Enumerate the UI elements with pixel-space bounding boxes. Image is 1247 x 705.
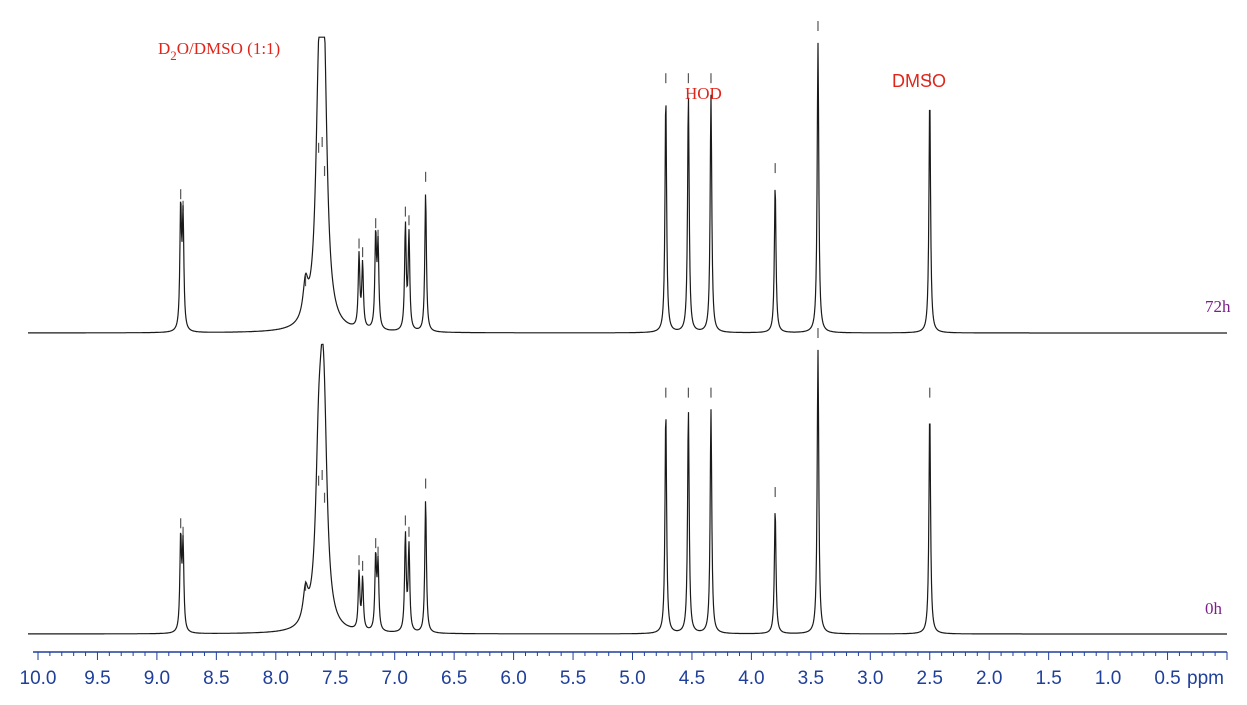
x-axis-tick-label: 4.0 — [738, 668, 764, 689]
x-axis-tick-labels: 10.0 9.5 9.0 8.5 8.0 7.5 7.0 6.5 6.0 5.5 5.0 4.5 4.0… — [20, 668, 1181, 689]
x-axis-unit-label: ppm — [1187, 668, 1224, 689]
peak-tick-marks — [180, 21, 931, 591]
x-axis-tick-label: 7.0 — [381, 668, 407, 689]
x-axis-tick-label: 5.0 — [619, 668, 645, 689]
x-axis-minor-ticks — [49, 652, 1216, 656]
x-axis-tick-label: 1.5 — [1035, 668, 1061, 689]
solvent-annotation-d: D — [158, 39, 170, 58]
x-axis-tick-label: 8.0 — [263, 668, 289, 689]
spectrum-traces — [28, 36, 1227, 635]
x-axis-tick-label: 3.5 — [798, 668, 824, 689]
x-axis-tick-label: 3.0 — [857, 668, 883, 689]
dmso-annotation: DMSO — [892, 71, 946, 91]
x-axis-major-ticks — [37, 652, 1228, 660]
trace-label-0h: 0h — [1205, 599, 1223, 618]
solvent-annotation-subscript: 2 — [170, 48, 177, 63]
x-axis-tick-label: 9.5 — [84, 668, 110, 689]
x-axis-tick-label: 6.5 — [441, 668, 467, 689]
x-axis-tick-label: 7.5 — [322, 668, 348, 689]
hod-annotation: HOD — [685, 84, 722, 103]
x-axis-tick-label: 1.0 — [1095, 668, 1121, 689]
x-axis-tick-label: 2.0 — [976, 668, 1002, 689]
spectrum-trace-72h — [28, 36, 1227, 334]
solvent-annotation-rest: O/DMSO (1:1) — [177, 39, 280, 58]
trace-label-72h: 72h — [1205, 297, 1231, 316]
x-axis-tick-label: 9.0 — [144, 668, 170, 689]
x-axis-tick-label: 8.5 — [203, 668, 229, 689]
x-axis-tick-label: 6.0 — [500, 668, 526, 689]
x-axis-tick-label: 2.5 — [917, 668, 943, 689]
x-axis-tick-label: 5.5 — [560, 668, 586, 689]
x-axis-tick-label: 4.5 — [679, 668, 705, 689]
solvent-annotation: D2O/DMSO (1:1) — [158, 39, 280, 63]
x-axis-tick-label: 0.5 — [1154, 668, 1180, 689]
spectrum-trace-0h — [28, 343, 1227, 635]
x-axis-tick-label: 10.0 — [20, 668, 57, 689]
